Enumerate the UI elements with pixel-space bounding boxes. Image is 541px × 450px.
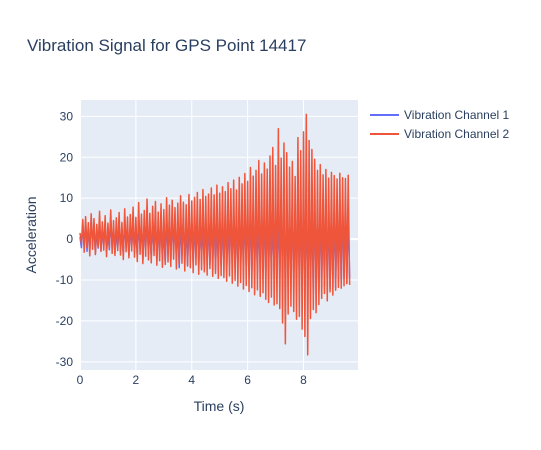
x-tick-labels: 0 2 4 6 8 (77, 373, 308, 387)
x-axis-title: Time (s) (194, 398, 245, 414)
y-tick-label: 10 (60, 191, 74, 205)
y-tick-label: 30 (60, 109, 74, 123)
legend-item-channel-2[interactable]: Vibration Channel 2 (370, 127, 510, 141)
y-tick-label: -20 (56, 314, 74, 328)
legend-label-channel-1: Vibration Channel 1 (404, 108, 510, 122)
y-tick-label: 20 (60, 150, 74, 164)
y-axis-title: Acceleration (23, 196, 39, 273)
legend-item-channel-1[interactable]: Vibration Channel 1 (370, 108, 510, 122)
x-tick-label: 8 (300, 373, 307, 387)
y-tick-label: 0 (66, 232, 73, 246)
x-tick-label: 6 (244, 373, 251, 387)
chart-title: Vibration Signal for GPS Point 14417 (27, 36, 306, 55)
x-tick-label: 0 (77, 373, 84, 387)
x-tick-label: 2 (133, 373, 140, 387)
y-tick-label: -30 (56, 355, 74, 369)
y-tick-label: -10 (56, 273, 74, 287)
x-tick-label: 4 (188, 373, 195, 387)
traces (79, 113, 351, 356)
legend: Vibration Channel 1 Vibration Channel 2 (370, 108, 510, 141)
series-line-channel-2[interactable] (79, 113, 351, 356)
legend-label-channel-2: Vibration Channel 2 (404, 127, 510, 141)
y-tick-labels: -30 -20 -10 0 10 20 30 (56, 109, 74, 368)
